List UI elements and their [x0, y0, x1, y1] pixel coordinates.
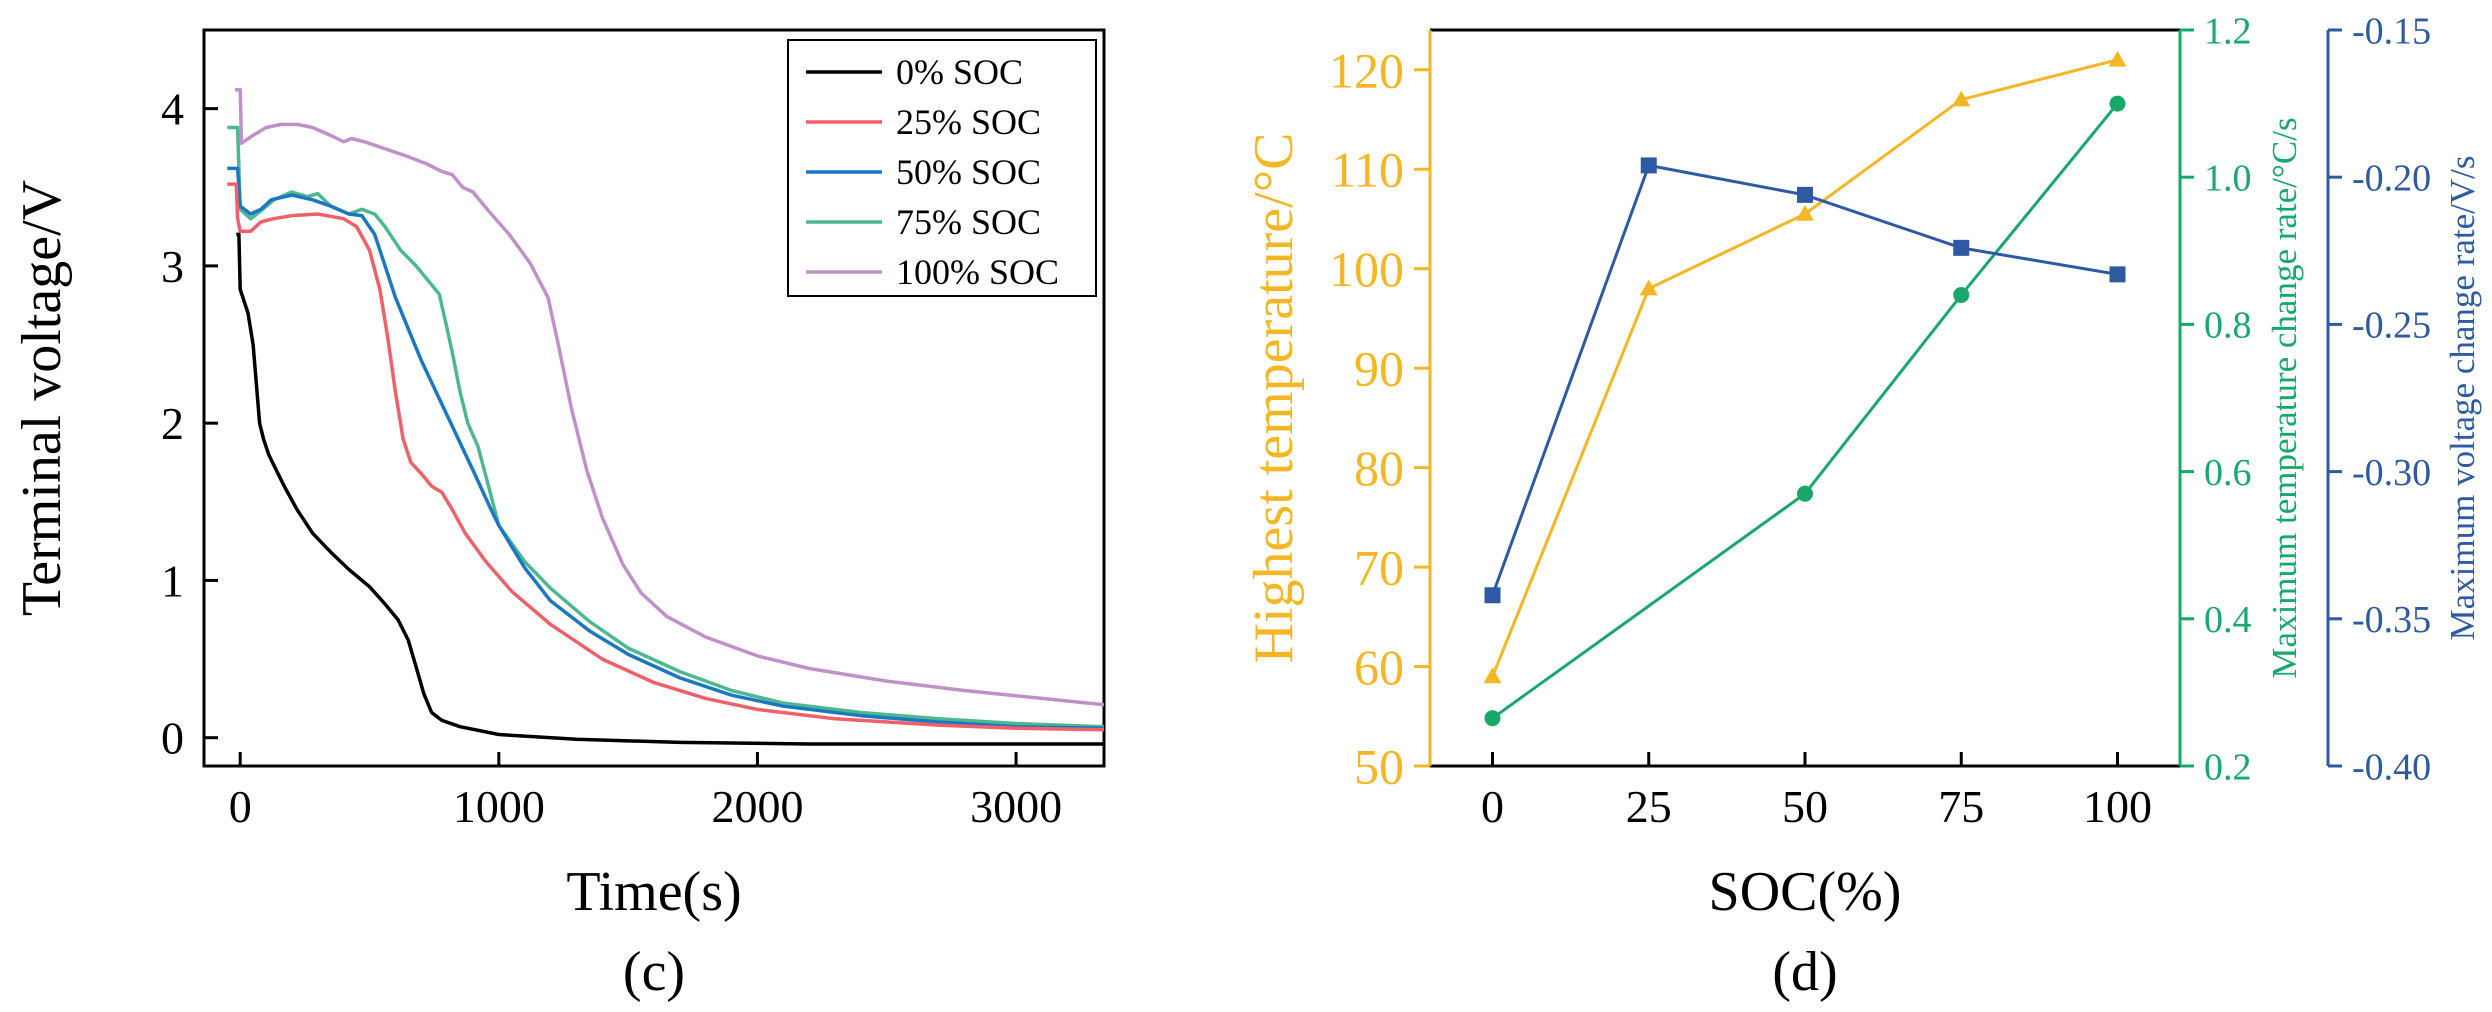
- y-tick-label: 80: [1354, 440, 1404, 496]
- x-tick-label: 100: [2083, 781, 2152, 832]
- left-axis-d: 50 60 70 80 90 100 110 120: [1329, 30, 1432, 795]
- x-axis-label-c: Time(s): [566, 861, 741, 923]
- data-point-circle: [1953, 286, 1970, 303]
- y-tick-label: 3: [161, 241, 184, 292]
- x-tick-label: 25: [1626, 781, 1672, 832]
- data-point-triangle: [2108, 50, 2127, 67]
- legend-label: 100% SOC: [896, 252, 1059, 292]
- x-tick-label: 75: [1938, 781, 1984, 832]
- series-line: [235, 232, 1104, 746]
- y-tick-label: 0.4: [2204, 599, 2252, 641]
- x-axis-label-d: SOC(%): [1709, 861, 1902, 923]
- legend-box: [787, 39, 1097, 297]
- y-tick-label: 120: [1329, 42, 1404, 98]
- y-tick-label: 1.0: [2204, 158, 2252, 200]
- x-tick-label: 2000: [711, 781, 803, 832]
- data-point-square: [1640, 157, 1657, 174]
- data-point-circle: [2109, 95, 2126, 112]
- y-tick-label: 4: [161, 84, 184, 135]
- panel-label-c: (c): [623, 941, 685, 1003]
- series-lines-d: [1483, 50, 2127, 727]
- data-point-triangle: [1796, 205, 1814, 221]
- y-tick-label: 70: [1354, 540, 1404, 596]
- y-tick-label: 0.2: [2204, 746, 2252, 788]
- y-tick-label: 50: [1354, 739, 1404, 795]
- y-axis-label-c: Terminal voltage/V: [11, 180, 73, 616]
- x-tick-label: 3000: [970, 781, 1062, 832]
- y-tick-label: 110: [1331, 142, 1404, 198]
- y-tick-label: 2: [161, 398, 184, 449]
- y-tick-label: -0.30: [2352, 452, 2431, 494]
- x-axis-ticks-d: 0 25 50 75 100: [1481, 752, 2152, 832]
- data-point-triangle: [1952, 90, 1971, 107]
- data-point-circle: [1484, 710, 1501, 727]
- series-line: [227, 166, 1105, 731]
- y-tick-label: 90: [1354, 341, 1404, 397]
- right-axis-temp-rate: 0.2 0.4 0.6 0.8 1.0 1.2: [2178, 10, 2252, 788]
- series-line: [227, 182, 1105, 732]
- y-tick-label: -0.20: [2352, 158, 2431, 200]
- x-axis-ticks-c: 0 1000 2000 3000: [229, 752, 1062, 832]
- y-tick-label: 60: [1354, 639, 1404, 695]
- legend-label: 0% SOC: [896, 52, 1023, 92]
- panel-label-d: (d): [1772, 941, 1837, 1003]
- data-point-triangle: [1483, 667, 1502, 684]
- y-tick-label: -0.15: [2352, 10, 2431, 52]
- data-point-square: [2109, 266, 2126, 283]
- right2-axis-label-d: Maximum voltage change rate/V/s: [2443, 156, 2482, 641]
- series-lines-c: [227, 88, 1105, 746]
- plot-frame-c: [202, 28, 1106, 768]
- y-tick-label: 1.2: [2204, 10, 2252, 52]
- y-tick-label: 0: [161, 713, 184, 764]
- y-tick-label: 0.8: [2204, 305, 2252, 347]
- y-tick-label: -0.35: [2352, 599, 2431, 641]
- data-point-triangle: [1639, 279, 1658, 296]
- legend-c: 0% SOC 25% SOC 50% SOC 75% SOC 100% SOC: [787, 39, 1097, 297]
- data-point-square: [1953, 239, 1970, 256]
- y-tick-label: -0.40: [2352, 746, 2431, 788]
- y-tick-label: 100: [1329, 241, 1404, 297]
- right1-axis-label-d: Maximum temperature change rate/°C/s: [2265, 117, 2304, 678]
- series-line: [235, 88, 1105, 707]
- x-tick-label: 0: [1481, 781, 1504, 832]
- data-point-square: [1484, 587, 1501, 604]
- panel-d-chart: 0 25 50 75 100 50 60 70 80 90 100 110 120 0.2 0.4 0.6…: [1243, 10, 2482, 1003]
- x-tick-label: 1000: [453, 781, 545, 832]
- x-tick-label: 0: [229, 781, 252, 832]
- panel-c-chart: 0 1000 2000 3000 0 1 2 3 4 Time(s) (c) Terminal…: [11, 28, 1106, 1003]
- y-tick-label: 1: [161, 555, 184, 606]
- data-point-circle: [1797, 485, 1813, 502]
- series-line: [1491, 58, 2118, 678]
- legend-label: 75% SOC: [896, 202, 1041, 242]
- right-axis-voltage-rate: -0.40 -0.35 -0.30 -0.25 -0.20 -0.15: [2326, 10, 2431, 788]
- y-axis-ticks-c: 0 1 2 3 4: [161, 84, 218, 764]
- series-line: [1491, 102, 2119, 720]
- y-tick-label: 0.6: [2204, 452, 2252, 494]
- legend-label: 50% SOC: [896, 152, 1041, 192]
- legend-label: 25% SOC: [896, 102, 1041, 142]
- series-line: [1491, 163, 2118, 596]
- x-tick-label: 50: [1782, 781, 1828, 832]
- data-point-square: [1797, 186, 1813, 203]
- left-axis-label-d: Highest temperature/°C: [1243, 133, 1305, 664]
- series-line: [227, 125, 1105, 729]
- y-tick-label: -0.25: [2352, 305, 2431, 347]
